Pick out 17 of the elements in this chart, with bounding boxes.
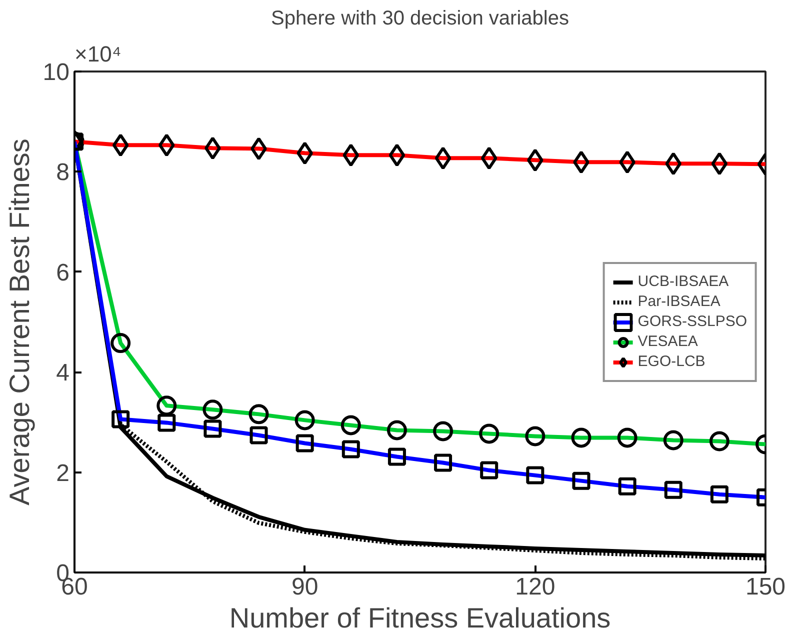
text: ×10⁴: [74, 42, 122, 66]
y-tick-label: 10: [42, 59, 70, 86]
x-tick-label: 90: [291, 574, 318, 600]
chart-title: Sphere with 30 decision variables: [271, 8, 569, 30]
x-axis-title: Number of Fitness Evaluations: [229, 602, 611, 634]
x-tick-label: 120: [515, 574, 556, 600]
legend-label: GORS-SSLPSO: [638, 312, 747, 332]
x-tick-label: 150: [745, 574, 786, 600]
y-tick-label: 4: [56, 360, 70, 387]
y-tick-label: 2: [56, 460, 70, 487]
legend-label: Par-IBSAEA: [638, 292, 720, 312]
y-tick-label: 6: [56, 259, 70, 286]
legend-label: EGO-LCB: [638, 352, 706, 372]
legend-label: VESAEA: [638, 332, 698, 352]
y-axis-title: Average Current Best Fitness: [4, 138, 35, 506]
y-tick-label: 8: [56, 159, 70, 186]
legend-label: UCB-IBSAEA: [638, 272, 729, 292]
